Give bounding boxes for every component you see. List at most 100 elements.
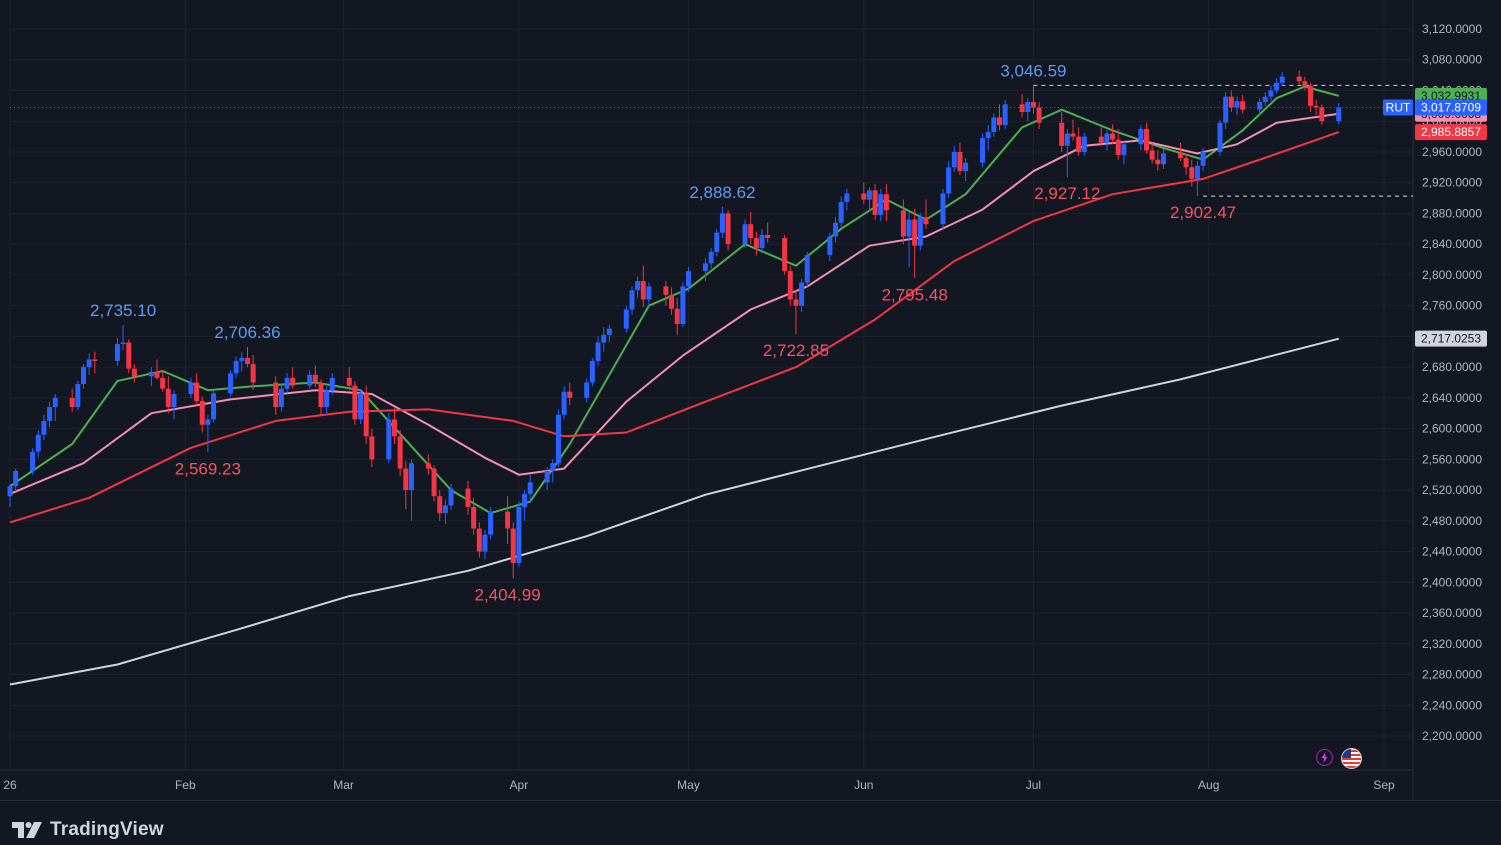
candle[interactable] xyxy=(307,370,313,389)
candle-body[interactable] xyxy=(719,213,725,233)
candle[interactable] xyxy=(872,184,878,220)
candle[interactable] xyxy=(963,158,969,182)
candle[interactable] xyxy=(522,490,528,521)
candle[interactable] xyxy=(725,210,731,251)
candle[interactable] xyxy=(120,324,126,351)
candle[interactable] xyxy=(1149,142,1155,164)
candle-body[interactable] xyxy=(194,382,200,401)
candle-body[interactable] xyxy=(307,374,313,386)
candle[interactable] xyxy=(363,385,369,444)
candle-body[interactable] xyxy=(753,238,759,249)
candle-body[interactable] xyxy=(1183,158,1189,168)
candle[interactable] xyxy=(188,377,194,398)
candle[interactable] xyxy=(997,104,1003,131)
candle-body[interactable] xyxy=(646,286,652,300)
candle-body[interactable] xyxy=(1144,128,1150,151)
candle[interactable] xyxy=(1081,132,1087,156)
candle-body[interactable] xyxy=(787,271,793,300)
candle[interactable] xyxy=(171,390,177,420)
candle[interactable] xyxy=(1144,122,1150,154)
candle[interactable] xyxy=(391,407,397,444)
candle[interactable] xyxy=(1336,102,1342,125)
candle-body[interactable] xyxy=(567,391,573,398)
candle[interactable] xyxy=(555,409,561,468)
candle-body[interactable] xyxy=(352,385,358,420)
candle[interactable] xyxy=(714,228,720,257)
candle-body[interactable] xyxy=(1160,153,1166,165)
candle[interactable] xyxy=(1296,70,1302,85)
candle-body[interactable] xyxy=(923,217,929,225)
candle[interactable] xyxy=(985,125,991,151)
candle-body[interactable] xyxy=(725,213,731,245)
candle[interactable] xyxy=(244,346,250,368)
candle[interactable] xyxy=(686,267,692,292)
ticker-tag[interactable]: RUT xyxy=(1383,99,1413,116)
candle[interactable] xyxy=(544,467,550,491)
candles[interactable] xyxy=(7,70,1342,579)
price-chart[interactable]: 2,735.10 2,706.36 2,569.23 2,404.99 2,888.62… xyxy=(0,0,1501,800)
candle-body[interactable] xyxy=(510,528,516,564)
candle-body[interactable] xyxy=(250,364,256,383)
candle-body[interactable] xyxy=(555,414,561,464)
candle-body[interactable] xyxy=(544,470,550,483)
candle-body[interactable] xyxy=(346,377,352,386)
candle[interactable] xyxy=(211,390,217,423)
candle-body[interactable] xyxy=(1319,107,1325,122)
candle[interactable] xyxy=(765,222,771,243)
candle[interactable] xyxy=(629,286,635,315)
candle-body[interactable] xyxy=(126,342,132,369)
candle[interactable] xyxy=(358,390,364,424)
candle[interactable] xyxy=(1307,82,1313,112)
candle-body[interactable] xyxy=(154,371,160,378)
candle-body[interactable] xyxy=(312,374,318,383)
candle-body[interactable] xyxy=(290,377,296,386)
candle-body[interactable] xyxy=(702,263,708,272)
candle-body[interactable] xyxy=(799,282,805,306)
candle[interactable] xyxy=(408,459,414,521)
candle-body[interactable] xyxy=(827,236,833,255)
candle[interactable] xyxy=(1200,148,1206,172)
candle[interactable] xyxy=(1183,153,1189,176)
candle[interactable] xyxy=(669,287,675,315)
candle-body[interactable] xyxy=(640,281,646,300)
candle-body[interactable] xyxy=(1223,96,1229,123)
candle[interactable] xyxy=(719,206,725,239)
candle[interactable] xyxy=(92,351,98,374)
candle[interactable] xyxy=(437,490,443,521)
candle[interactable] xyxy=(906,211,912,268)
candle[interactable] xyxy=(1274,78,1280,94)
candle[interactable] xyxy=(674,297,680,335)
candle[interactable] xyxy=(1019,94,1025,118)
candle-body[interactable] xyxy=(991,117,997,132)
candle-body[interactable] xyxy=(561,391,567,415)
candle[interactable] xyxy=(448,483,454,511)
candle-body[interactable] xyxy=(1194,165,1200,179)
candle-body[interactable] xyxy=(527,482,533,494)
candle-body[interactable] xyxy=(505,511,511,529)
candle[interactable] xyxy=(1177,142,1183,162)
candle-body[interactable] xyxy=(431,468,437,497)
candle-body[interactable] xyxy=(584,382,590,398)
candle[interactable] xyxy=(1098,127,1104,146)
candle[interactable] xyxy=(550,459,556,483)
candle-body[interactable] xyxy=(601,334,607,343)
candle[interactable] xyxy=(516,501,522,567)
candle-body[interactable] xyxy=(759,234,765,249)
candle[interactable] xyxy=(957,142,963,176)
candle-body[interactable] xyxy=(1155,159,1161,165)
candle[interactable] xyxy=(917,213,923,251)
candle-body[interactable] xyxy=(663,286,669,295)
candle-body[interactable] xyxy=(75,384,81,408)
candle-body[interactable] xyxy=(30,451,36,471)
candle-body[interactable] xyxy=(165,388,171,408)
candle-body[interactable] xyxy=(471,506,477,529)
candle[interactable] xyxy=(488,506,494,540)
candle-body[interactable] xyxy=(522,493,528,507)
candle[interactable] xyxy=(640,265,646,308)
candle[interactable] xyxy=(940,188,946,229)
candle[interactable] xyxy=(951,145,957,172)
tradingview-logo[interactable]: TradingView xyxy=(12,819,164,841)
candle[interactable] xyxy=(1234,96,1240,116)
candle[interactable] xyxy=(425,454,431,475)
candle[interactable] xyxy=(86,353,92,375)
